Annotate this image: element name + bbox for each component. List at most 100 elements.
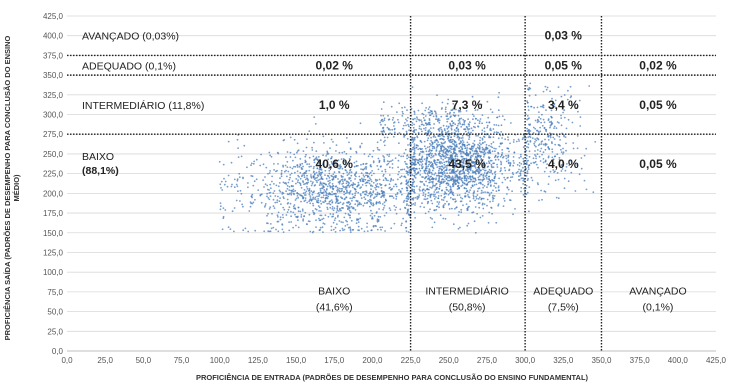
- scatter-point: [349, 211, 352, 214]
- scatter-point: [476, 109, 479, 111]
- scatter-point: [471, 161, 474, 164]
- scatter-point: [536, 149, 539, 151]
- scatter-point: [488, 135, 490, 137]
- scatter-point: [428, 177, 430, 180]
- scatter-point: [331, 207, 334, 210]
- scatter-point: [457, 181, 460, 184]
- scatter-point: [380, 165, 382, 168]
- scatter-point: [277, 195, 279, 198]
- scatter-point: [290, 215, 292, 218]
- scatter-point: [486, 171, 489, 174]
- scatter-point: [285, 190, 287, 193]
- scatter-point: [417, 148, 420, 151]
- scatter-point: [368, 172, 371, 175]
- scatter-point: [453, 129, 456, 131]
- scatter-point: [336, 200, 339, 203]
- scatter-point: [447, 176, 450, 179]
- scatter-point: [267, 222, 269, 225]
- scatter-point: [337, 202, 339, 205]
- scatter-point: [418, 194, 421, 197]
- scatter-point: [526, 118, 528, 121]
- scatter-point: [294, 171, 296, 174]
- scatter-point: [343, 198, 346, 201]
- scatter-point: [402, 124, 405, 127]
- scatter-point: [322, 135, 325, 138]
- scatter-point: [420, 119, 422, 121]
- scatter-point: [443, 142, 446, 144]
- scatter-point: [495, 190, 498, 193]
- scatter-point: [430, 165, 432, 168]
- scatter-point: [465, 169, 467, 172]
- scatter-point: [494, 182, 496, 185]
- scatter-point: [476, 158, 478, 161]
- scatter-point: [476, 154, 479, 157]
- scatter-point: [552, 136, 555, 139]
- scatter-point: [539, 105, 542, 108]
- scatter-point: [451, 156, 454, 159]
- scatter-point: [347, 173, 350, 175]
- x-tick-label: 175,0: [324, 356, 345, 365]
- scatter-point: [319, 191, 322, 194]
- scatter-point: [443, 196, 445, 199]
- scatter-point: [500, 131, 503, 133]
- scatter-point: [443, 138, 445, 141]
- scatter-point: [233, 186, 236, 189]
- scatter-point: [553, 105, 556, 108]
- scatter-point: [252, 201, 255, 204]
- scatter-point: [541, 113, 543, 116]
- scatter-point: [304, 197, 307, 200]
- scatter-point: [475, 170, 478, 172]
- scatter-point: [398, 154, 400, 157]
- scatter-point: [452, 185, 454, 188]
- scatter-point: [314, 198, 317, 201]
- scatter-point: [349, 197, 352, 200]
- scatter-point: [376, 185, 378, 188]
- scatter-point: [472, 194, 475, 197]
- scatter-point: [379, 202, 382, 205]
- scatter-point: [328, 192, 331, 194]
- scatter-point: [289, 192, 291, 195]
- scatter-point: [355, 152, 358, 154]
- scatter-point: [296, 195, 299, 197]
- scatter-point: [489, 151, 492, 154]
- scatter-point: [360, 203, 363, 206]
- scatter-point: [488, 178, 490, 180]
- scatter-point: [465, 177, 468, 180]
- scatter-point: [406, 157, 408, 160]
- scatter-point: [269, 230, 272, 233]
- scatter-point: [288, 189, 291, 192]
- scatter-point: [461, 170, 463, 172]
- scatter-point: [455, 180, 458, 182]
- scatter-point: [252, 162, 255, 165]
- scatter-point: [527, 168, 530, 171]
- x-tick-label: 275,0: [477, 356, 498, 365]
- scatter-point: [467, 134, 469, 137]
- scatter-point: [413, 211, 416, 214]
- scatter-point: [503, 200, 506, 202]
- scatter-point: [440, 115, 443, 118]
- scatter-point: [488, 121, 491, 123]
- scatter-point: [411, 148, 414, 151]
- scatter-point: [419, 186, 421, 188]
- scatter-point: [561, 106, 564, 109]
- scatter-point: [585, 188, 588, 191]
- scatter-point: [433, 221, 436, 224]
- scatter-point: [518, 165, 521, 167]
- scatter-point: [528, 155, 531, 158]
- scatter-point: [560, 114, 562, 117]
- scatter-point: [335, 150, 337, 152]
- scatter-point: [270, 155, 273, 158]
- scatter-point: [497, 185, 500, 188]
- scatter-point: [376, 193, 379, 196]
- scatter-point: [534, 150, 536, 152]
- scatter-point: [451, 132, 453, 134]
- scatter-point: [486, 147, 489, 150]
- scatter-point: [471, 176, 474, 178]
- scatter-point: [431, 141, 433, 144]
- scatter-point: [442, 217, 445, 220]
- scatter-point: [565, 166, 568, 168]
- y-tick-label: 375,0: [43, 51, 64, 60]
- scatter-point: [292, 192, 295, 195]
- axis-ticks: 0,025,050,075,0100,0125,0150,0175,0200,0…: [43, 12, 727, 365]
- scatter-point: [426, 146, 429, 149]
